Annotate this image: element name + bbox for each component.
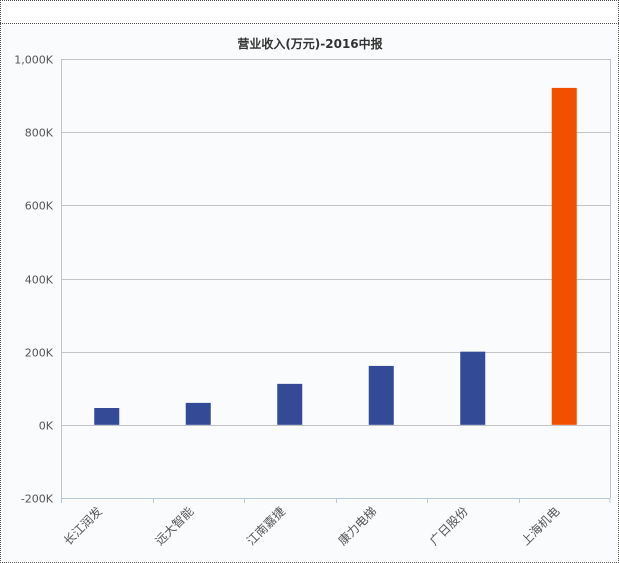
chart-panel <box>2 25 617 561</box>
bar <box>460 351 486 425</box>
y-tick-label: -200K <box>21 493 54 506</box>
bar <box>185 402 211 425</box>
x-tick-label: 江南嘉捷 <box>243 504 288 549</box>
bar <box>551 87 577 425</box>
y-tick-label: 200K <box>25 347 54 360</box>
bar <box>277 383 303 425</box>
y-tick-label: 400K <box>25 274 54 287</box>
chart-title: 营业收入(万元)-2016中报 <box>237 36 382 51</box>
y-tick-label: 0K <box>39 420 54 433</box>
x-tick-label: 远大智能 <box>152 504 197 549</box>
x-tick-label: 上海机电 <box>518 504 563 549</box>
y-tick-label: 800K <box>25 127 54 140</box>
x-tick-label: 广日股份 <box>427 504 471 548</box>
x-tick-label: 长江润发 <box>60 504 105 549</box>
bar <box>94 408 120 425</box>
y-tick-label: 600K <box>25 200 54 213</box>
bar <box>368 365 394 425</box>
divider <box>0 23 619 24</box>
y-tick-label: 1,000K <box>14 54 53 67</box>
x-tick-label: 康力电梯 <box>335 504 380 549</box>
